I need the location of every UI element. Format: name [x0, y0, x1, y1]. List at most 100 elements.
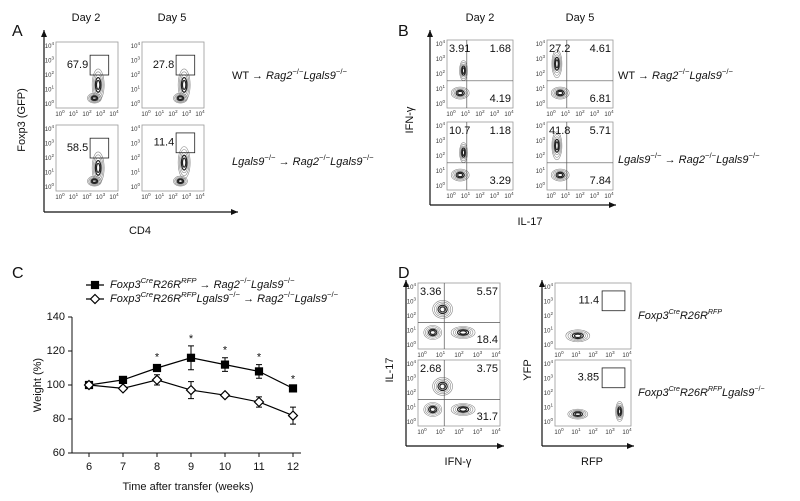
label-part: Cre: [141, 276, 153, 285]
contour: [552, 87, 568, 99]
tick-base: 10: [544, 391, 551, 397]
tick-exponent: 3: [103, 109, 106, 114]
flow-tick-label: 101: [571, 427, 581, 435]
contour: [425, 403, 441, 416]
percentage: 31.7: [477, 411, 498, 423]
point: [118, 375, 128, 384]
flow-tick-label: 102: [575, 191, 585, 199]
plot-frame: [55, 124, 119, 192]
tick-base: 10: [407, 343, 414, 349]
tick-exponent: 1: [162, 192, 165, 197]
tick-exponent: 2: [413, 388, 416, 393]
flow-tick-label: 100: [141, 192, 151, 200]
tick-exponent: 3: [103, 192, 106, 197]
flow-tick-label: 100: [55, 192, 65, 200]
contour: [437, 381, 448, 392]
tick-base: 10: [109, 112, 116, 118]
flow-tick-label: 104: [407, 282, 417, 290]
tick-base: 10: [561, 194, 568, 200]
tick-base: 10: [491, 353, 498, 359]
tick-exponent: 2: [137, 153, 140, 158]
flow-tick-label: 103: [407, 374, 417, 382]
tick-base: 10: [490, 194, 497, 200]
tick-exponent: 1: [468, 109, 471, 114]
contour: [178, 149, 190, 177]
point: [151, 374, 163, 386]
contour: [434, 378, 452, 395]
flow-tick-label: 103: [96, 192, 106, 200]
contour: [426, 404, 439, 415]
contour: [569, 409, 587, 419]
flow-tick-label: 100: [546, 191, 556, 199]
contour: [428, 405, 438, 414]
flow-tick-label: 104: [131, 41, 141, 49]
flow-tick-label: 102: [454, 427, 464, 435]
flow-tick-label: 102: [575, 109, 585, 117]
tick-exponent: 1: [162, 109, 165, 114]
contour: [617, 408, 622, 415]
percentage: 5.57: [477, 286, 498, 298]
contour: [550, 86, 570, 100]
tick-exponent: 2: [175, 109, 178, 114]
flow-tick-label: 100: [131, 99, 141, 107]
tick-exponent: 3: [442, 54, 445, 59]
tick-base: 10: [45, 170, 52, 176]
tick-exponent: 0: [561, 427, 564, 432]
percentage: 3.91: [449, 43, 470, 55]
label-part: Lgals9: [303, 70, 335, 82]
y-tick-label: 60: [53, 447, 65, 459]
tick-exponent: 2: [442, 151, 445, 156]
flow-tick-label: 102: [45, 70, 55, 78]
axis-arrows: [41, 30, 634, 449]
tick-exponent: 3: [413, 374, 416, 379]
flow-tick-label: 100: [546, 109, 556, 117]
percentage: 1.68: [490, 43, 511, 55]
tick-exponent: 3: [597, 191, 600, 196]
tick-base: 10: [45, 58, 52, 64]
tick-exponent: 4: [116, 192, 119, 197]
tick-exponent: 4: [137, 124, 140, 129]
label-part: RFP: [181, 276, 197, 285]
significance: *: [257, 352, 262, 364]
tick-base: 10: [475, 112, 482, 118]
tick-base: 10: [544, 420, 551, 426]
tick-base: 10: [554, 353, 561, 359]
contour: [423, 325, 443, 340]
flow-tick-label: 103: [490, 109, 500, 117]
tick-base: 10: [141, 112, 148, 118]
tick-exponent: 2: [482, 191, 485, 196]
flow-tick-label: 101: [461, 191, 471, 199]
flow-tick-label: 100: [436, 99, 446, 107]
tick-exponent: 0: [561, 350, 564, 355]
contour: [439, 383, 447, 390]
rich-label: WT → Rag2−/−Lgals9−/−: [232, 67, 347, 82]
contour: [181, 157, 187, 168]
contour: [94, 76, 102, 93]
x-tick-label: 8: [154, 461, 160, 473]
contour: [574, 412, 582, 417]
tick-exponent: 0: [453, 109, 456, 114]
percentage: 11.4: [154, 137, 175, 149]
tick-base: 10: [436, 57, 443, 63]
tick-exponent: 3: [51, 139, 54, 144]
tick-exponent: 3: [550, 297, 553, 302]
tick-base: 10: [575, 112, 582, 118]
tick-exponent: 4: [629, 350, 632, 355]
flow-tick-label: 101: [544, 403, 554, 411]
flow-tick-label: 100: [417, 427, 427, 435]
gate: [601, 367, 626, 389]
flow-tick-label: 104: [604, 109, 614, 117]
contour: [554, 138, 560, 153]
label-part: RFP: [708, 309, 722, 316]
flow-tick-label: 104: [407, 359, 417, 367]
contour: [457, 172, 464, 178]
flow-tick-label: 100: [45, 99, 55, 107]
tick-base: 10: [131, 185, 138, 191]
tick-exponent: 2: [51, 70, 54, 75]
point: [152, 363, 162, 373]
contour: [452, 169, 468, 181]
contour: [454, 170, 467, 180]
tick-base: 10: [131, 73, 138, 79]
tick-base: 10: [168, 112, 175, 118]
